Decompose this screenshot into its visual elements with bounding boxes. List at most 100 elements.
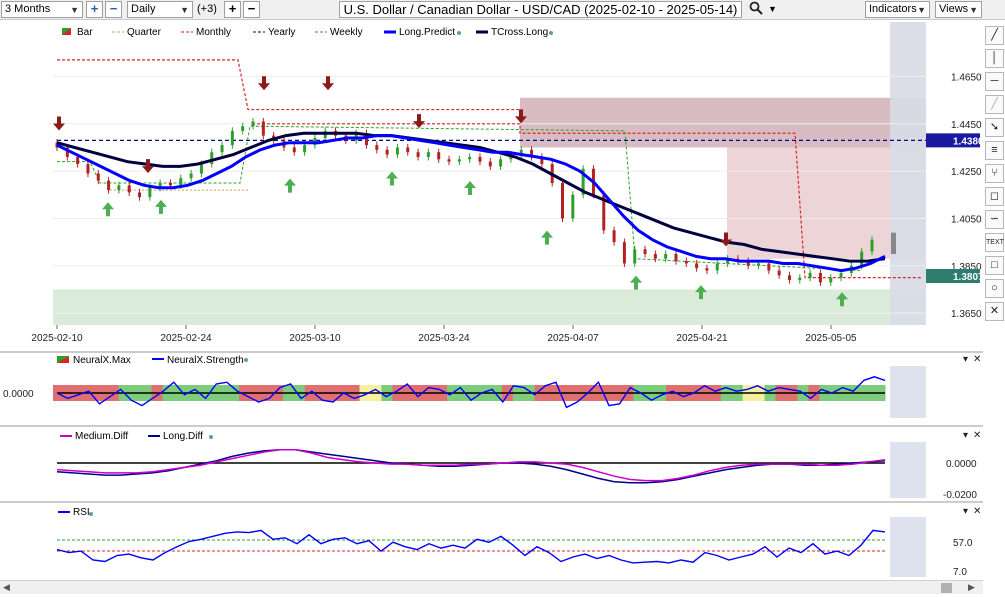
candle-body: [127, 185, 131, 193]
price-tick-label: 1.4450: [951, 120, 982, 131]
date-tick-label: 2025-02-24: [160, 333, 212, 344]
indicators-label: Indicators: [869, 3, 917, 15]
buy-arrow-icon: [284, 178, 296, 193]
views-button[interactable]: Views ▼: [935, 1, 982, 18]
grid-layer: [53, 75, 926, 314]
projection-zone: [890, 366, 926, 418]
trendline-tool-icon[interactable]: ╱: [985, 26, 1004, 45]
scroll-right-icon[interactable]: ▶: [968, 582, 975, 592]
remove-indicator-button[interactable]: −: [243, 1, 260, 18]
candle-body: [55, 142, 59, 148]
pane-close-icon: ✕: [973, 506, 981, 517]
chevron-down-icon[interactable]: ▼: [768, 4, 777, 14]
search-icon[interactable]: [749, 1, 763, 18]
buy-arrow-icon: [464, 180, 476, 195]
add-indicator-button[interactable]: +: [224, 1, 241, 18]
candle-body: [798, 277, 802, 281]
candle-body: [860, 251, 864, 266]
delete-tool-icon[interactable]: ✕: [985, 302, 1004, 321]
weekly-line: [57, 125, 861, 272]
resistance-zone: [520, 97, 926, 148]
rectangle-tool-icon[interactable]: □: [985, 256, 1004, 275]
candle-body: [168, 182, 172, 186]
medium-diff-line: [56, 449, 886, 482]
vertical-line-tool-icon[interactable]: │: [985, 49, 1004, 68]
price-tick-label: 1.3850: [951, 262, 982, 273]
legend-tcross-long: TCross.Long: [491, 27, 548, 38]
text-tool-icon[interactable]: TEXT: [985, 233, 1004, 252]
candle-body: [158, 182, 162, 188]
candle-body: [457, 159, 461, 162]
candle-body: [488, 161, 492, 167]
horizontal-line-tool-icon[interactable]: ─: [985, 72, 1004, 91]
legend-monthly: Monthly: [196, 27, 231, 38]
diff-pane[interactable]: Medium.Diff Long.Diff ▾ ✕ 0.0000 -0.0200: [0, 425, 983, 501]
rsi-pane[interactable]: RSI ▾ ✕ 57.0 7.0: [0, 501, 983, 578]
candle-body: [468, 156, 472, 160]
candle-body: [385, 149, 389, 155]
horizontal-scrollbar[interactable]: ◀ ▶: [0, 580, 983, 594]
curve-tool-icon[interactable]: ∽: [985, 210, 1004, 229]
pane-collapse-icon: ▾: [963, 430, 968, 441]
candle-body: [76, 156, 80, 165]
candle-body: [437, 152, 441, 160]
candle-body: [746, 261, 750, 266]
projection-zone: [890, 22, 926, 325]
candle-body: [612, 230, 616, 243]
chevron-down-icon: ▼: [969, 5, 978, 15]
indicators-button[interactable]: Indicators ▼: [865, 1, 930, 18]
arrow-tool-icon[interactable]: ➘: [985, 118, 1004, 137]
neural-strength-line: [56, 376, 886, 409]
ellipse-tool-icon[interactable]: ○: [985, 279, 1004, 298]
candle-body: [292, 147, 296, 153]
diff-axis-minus: -0.0200: [943, 490, 977, 501]
candle-body: [829, 277, 833, 283]
callout-tool-icon[interactable]: ◻: [985, 187, 1004, 206]
projection-zone: [890, 442, 926, 498]
symbol-title[interactable]: U.S. Dollar / Canadian Dollar - USD/CAD …: [339, 1, 742, 18]
candle-body: [571, 194, 575, 219]
rsi-axis-lo: 7.0: [953, 567, 967, 578]
settings-dot-icon: [89, 512, 93, 516]
pitchfork-tool-icon[interactable]: ⑂: [985, 164, 1004, 183]
buy-arrow-icon: [541, 230, 553, 245]
zoom-out-button[interactable]: −: [105, 1, 122, 18]
scroll-left-icon[interactable]: ◀: [3, 582, 10, 592]
settings-dot-icon: [244, 358, 248, 362]
period-select[interactable]: 3 Months ▼: [1, 1, 83, 18]
main-legend: Bar Quarter Monthly Yearly Weekly Long.P…: [62, 27, 553, 38]
candle-body: [622, 242, 626, 264]
zoom-in-button[interactable]: +: [86, 1, 103, 18]
legend-medium-diff: Medium.Diff: [75, 431, 128, 442]
scroll-thumb[interactable]: [941, 583, 952, 593]
candle-body: [519, 149, 523, 155]
buy-arrow-icon: [102, 202, 114, 217]
support-zone: [53, 289, 926, 325]
candle-body: [96, 173, 100, 181]
bar-legend-icon-red: [62, 28, 71, 35]
buy-arrow-icon: [695, 285, 707, 300]
ray-tool-icon[interactable]: ╱: [985, 95, 1004, 114]
interval-select[interactable]: Daily ▼: [127, 1, 193, 18]
levels-layer: [57, 59, 926, 279]
candle-body: [540, 156, 544, 165]
candle-body: [261, 121, 265, 136]
date-tick-label: 2025-03-24: [418, 333, 470, 344]
candle-body: [416, 152, 420, 157]
pane-close-icon: ✕: [973, 354, 981, 365]
candle-body: [653, 253, 657, 259]
chart-area[interactable]: 1.4650 1.4450 1.4250 1.4050 1.3850 1.3650 1.43…: [0, 20, 983, 580]
pane-collapse-icon: ▾: [963, 354, 968, 365]
sell-arrow-icon: [258, 76, 270, 91]
candle-body: [695, 263, 699, 269]
candle-body: [395, 147, 399, 155]
neural-pane[interactable]: NeuralX.Max NeuralX.Strength ▾ ✕ 0.0000: [0, 351, 983, 418]
sell-arrow-icon: [413, 114, 425, 129]
lines-layer: [56, 131, 886, 273]
neural-max-legend-icon-red: [57, 356, 69, 363]
projection-marker: [891, 232, 896, 254]
buy-arrow-icon: [386, 171, 398, 186]
channel-tool-icon[interactable]: ≡: [985, 141, 1004, 160]
toolbar: 3 Months ▼ + − Daily ▼ (+3) + − U.S. Dol…: [0, 0, 1005, 20]
rsi-axis-hi: 57.0: [953, 538, 973, 549]
